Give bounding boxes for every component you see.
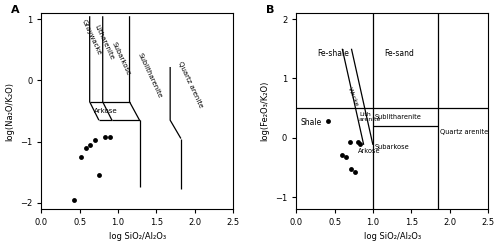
Text: Arkose: Arkose xyxy=(94,108,118,114)
Text: Fe-sand: Fe-sand xyxy=(384,49,414,58)
Text: Lith
arenite: Lith arenite xyxy=(359,112,382,122)
Y-axis label: log(Na₂O/K₂O): log(Na₂O/K₂O) xyxy=(6,82,15,141)
X-axis label: log SiO₂/Al₂O₃: log SiO₂/Al₂O₃ xyxy=(108,232,166,242)
Text: Fe-shale: Fe-shale xyxy=(318,49,350,58)
Text: Shale: Shale xyxy=(300,118,322,127)
Text: Quartz arenite: Quartz arenite xyxy=(440,129,488,135)
Text: Litharenite: Litharenite xyxy=(94,24,116,61)
Text: Sublitharenite: Sublitharenite xyxy=(374,114,422,120)
Text: Arkose: Arkose xyxy=(358,148,380,154)
Text: Graywacke: Graywacke xyxy=(81,19,102,56)
Text: Subarkose: Subarkose xyxy=(110,41,131,77)
Y-axis label: log(Fe₂O₃/K₂O): log(Fe₂O₃/K₂O) xyxy=(260,81,270,141)
Text: A: A xyxy=(10,5,20,15)
Text: Wacke: Wacke xyxy=(346,87,359,108)
Text: B: B xyxy=(266,5,274,15)
Text: Sublitharenite: Sublitharenite xyxy=(136,52,162,99)
X-axis label: log SiO₂/Al₂O₃: log SiO₂/Al₂O₃ xyxy=(364,232,420,242)
Text: Subarkose: Subarkose xyxy=(374,144,409,150)
Text: Quartz arenite: Quartz arenite xyxy=(177,60,204,108)
